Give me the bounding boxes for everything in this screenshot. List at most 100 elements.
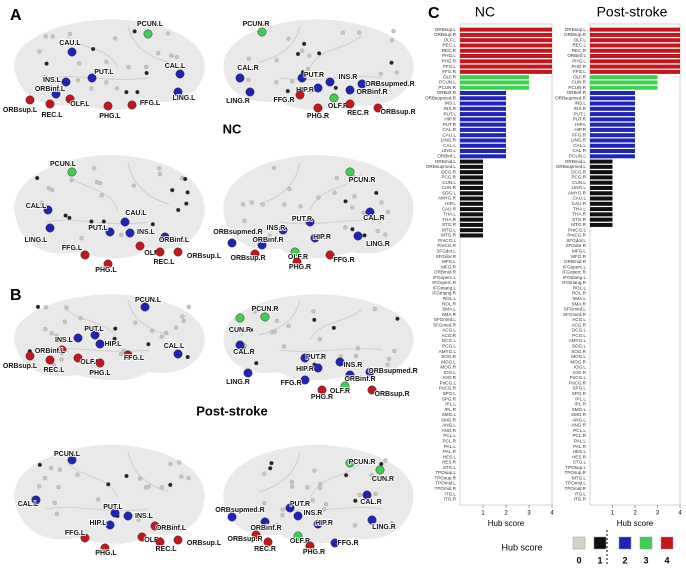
background-node: [180, 314, 185, 319]
background-node: [328, 519, 334, 525]
background-node: [181, 318, 186, 324]
row-label: PCUN.L: [569, 154, 586, 159]
hub-node: [250, 249, 260, 259]
hub-node: [257, 240, 267, 250]
brain-view: [14, 445, 204, 544]
bar: [590, 80, 658, 85]
node-label: HIP.R: [313, 234, 331, 241]
background-node: [92, 166, 97, 171]
bar: [460, 159, 483, 164]
node-label: PCUN.L: [54, 451, 81, 458]
row-label: SMG.L: [442, 412, 457, 417]
node-label: LING.R: [366, 241, 390, 248]
x-tick-label: 2: [633, 511, 637, 517]
row-label: MOG.L: [441, 359, 456, 364]
row-label: PCG.L: [572, 333, 586, 338]
row-label: TPOsup.L: [435, 470, 456, 475]
bar: [590, 69, 680, 74]
node-label: ORBinf.L: [35, 348, 66, 355]
hub-node: [73, 353, 83, 363]
hub-node: [365, 207, 375, 217]
hub-node: [105, 227, 115, 237]
row-label: MTG.L: [442, 227, 456, 232]
node-label: CUN.R: [229, 327, 251, 334]
background-node: [67, 215, 72, 221]
background-node: [78, 316, 83, 321]
row-label: INS.L: [575, 101, 587, 106]
row-label: PCL.L: [573, 428, 586, 433]
bar: [460, 175, 483, 180]
bar: [460, 96, 506, 101]
legend-title: Hub score: [501, 542, 542, 552]
bar: [590, 54, 680, 59]
group-label: Post-stroke: [196, 403, 268, 418]
hub-node: [325, 250, 335, 260]
bar: [590, 106, 635, 111]
row-label: REC.L: [572, 43, 586, 48]
background-node: [383, 458, 388, 463]
background-node: [375, 228, 380, 234]
row-label: MFG.R: [571, 254, 586, 259]
bar: [590, 138, 635, 143]
row-label: ITG.L: [445, 491, 457, 496]
hub-node: [95, 358, 105, 368]
row-label: IOG.R: [443, 375, 457, 380]
background-node: [351, 175, 357, 180]
node-label: CAL.L: [18, 501, 39, 508]
row-label: HES.L: [573, 449, 587, 454]
row-label: SOG.R: [571, 349, 586, 354]
row-label: IFGtriang.L: [433, 285, 456, 290]
hub-node: [263, 537, 273, 547]
background-node: [389, 38, 395, 43]
background-node: [54, 511, 60, 516]
row-label: TPOmid.R: [565, 486, 587, 491]
hub-node: [300, 375, 310, 385]
row-label: REC.L: [442, 43, 456, 48]
background-node: [79, 236, 84, 241]
hub-node: [67, 455, 77, 465]
bar: [590, 159, 613, 164]
background-node: [157, 171, 163, 177]
bar: [460, 27, 552, 32]
background-node: [99, 193, 104, 198]
node-label: OLF.L: [70, 101, 90, 108]
background-node: [114, 86, 120, 91]
node-label: ORBsupmed.R: [213, 229, 262, 236]
bar: [590, 222, 613, 227]
bar: [460, 122, 506, 127]
hub-node: [345, 85, 355, 95]
row-label: IPL.R: [445, 407, 457, 412]
hub-node: [143, 29, 153, 39]
background-node: [343, 199, 348, 204]
hub-node: [123, 511, 133, 521]
background-node: [144, 64, 149, 70]
background-node: [352, 523, 358, 528]
row-label: IPL.R: [575, 402, 587, 407]
bar: [590, 149, 635, 154]
background-node: [389, 520, 395, 526]
background-node: [262, 500, 267, 506]
bar: [460, 191, 483, 196]
row-label: PCL.R: [572, 433, 586, 438]
row-label: IFGoperc.L: [433, 275, 456, 280]
bar: [590, 59, 680, 64]
bar: [460, 133, 506, 138]
row-label: ACG.R: [441, 333, 456, 338]
bar: [460, 127, 506, 132]
background-node: [394, 70, 399, 75]
node-label: PUT.L: [103, 504, 123, 511]
background-node: [54, 333, 59, 338]
brain-view: [223, 19, 413, 109]
background-node: [176, 207, 181, 213]
node-label: ORBinf.R: [344, 376, 375, 383]
node-label: ORBsupmed.R: [368, 368, 417, 375]
row-label: ACG.L: [442, 328, 456, 333]
background-node: [124, 473, 129, 479]
background-node: [298, 204, 303, 209]
background-node: [179, 474, 184, 479]
panel-letter: B: [10, 287, 22, 304]
background-node: [311, 309, 316, 314]
row-label: OLF.R: [443, 74, 457, 79]
row-label: HIP.L: [575, 122, 586, 127]
hub-node: [373, 103, 383, 113]
